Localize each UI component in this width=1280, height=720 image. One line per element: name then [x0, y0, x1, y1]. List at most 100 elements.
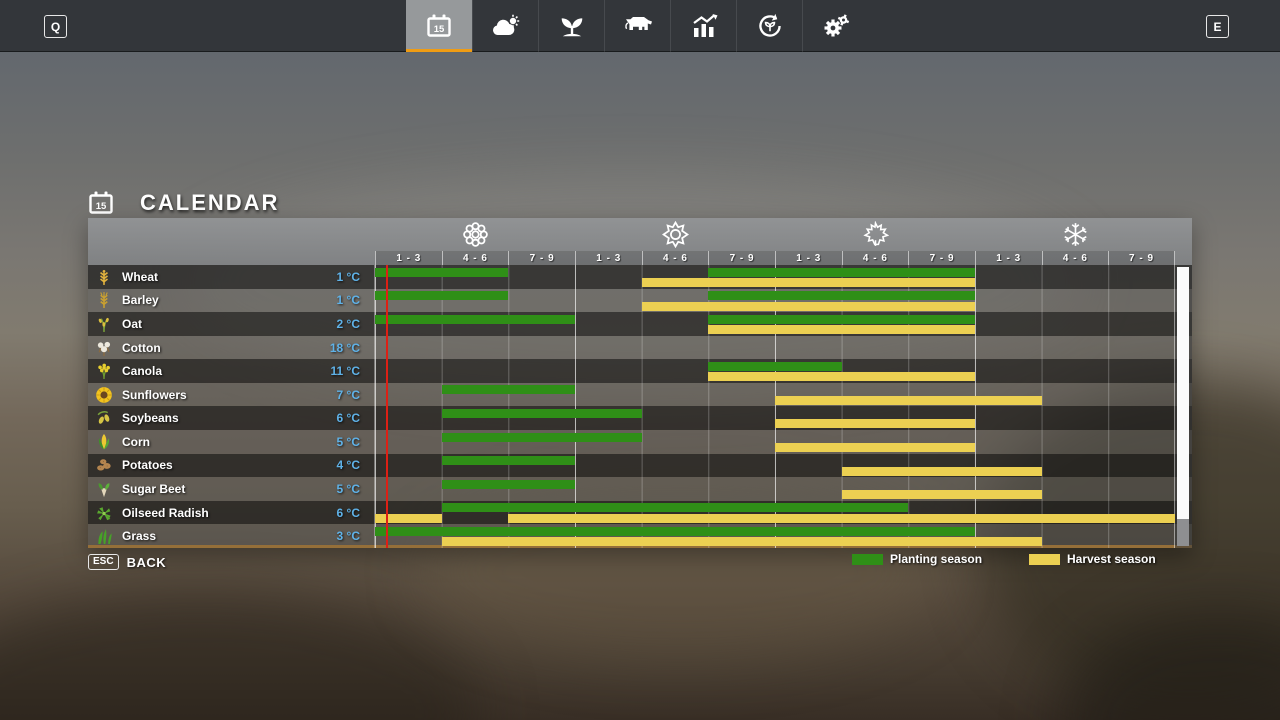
crop-row-sunflowers: Sunflowers 7 °C [88, 382, 1192, 407]
tab-statistics[interactable] [670, 0, 736, 52]
harvest-bar [708, 372, 975, 382]
menu-tabs: 15 [406, 0, 868, 52]
crop-label: Wheat 1 °C [88, 265, 375, 289]
planting-legend-label: Planting season [890, 552, 983, 566]
crop-name: Potatoes [122, 458, 173, 473]
crop-name: Grass [122, 529, 157, 544]
crop-row-canola: Canola 11 °C [88, 359, 1192, 383]
crop-label: Cotton 18 °C [88, 335, 375, 360]
scrollbar-track[interactable] [1177, 267, 1189, 546]
crop-name: Wheat [122, 269, 158, 284]
crop-name: Cotton [122, 340, 161, 355]
tab-crops[interactable] [538, 0, 604, 52]
harvest-bar [375, 513, 442, 523]
crop-row-grass: Grass 3 °C [88, 524, 1192, 548]
crop-row-wheat: Wheat 1 °C [88, 265, 1192, 289]
crop-min-temperature: 3 °C [336, 529, 360, 544]
planting-bar [441, 503, 909, 513]
planting-bar [441, 408, 642, 418]
crop-row-soybeans: Soybeans 6 °C [88, 406, 1192, 431]
harvest-bar [641, 278, 975, 287]
crop-min-temperature: 1 °C [336, 293, 360, 308]
crop-row-sugar-beet: Sugar Beet 5 °C [88, 477, 1192, 501]
period-label: 1 - 3 [375, 251, 442, 265]
prev-menu-key-hint[interactable]: Q [44, 15, 67, 38]
calendar-icon: 15 [426, 14, 452, 38]
period-label: 7 - 9 [1108, 251, 1175, 265]
crop-row-oilseed-radish: Oilseed Radish 6 °C [88, 500, 1192, 525]
legend-harvest: Harvest season [1029, 552, 1156, 566]
crop-label: Oat 2 °C [88, 312, 375, 336]
crop-label: Canola 11 °C [88, 359, 375, 383]
grass-icon [95, 527, 113, 545]
crop-label: Sugar Beet 5 °C [88, 477, 375, 501]
scrollbar [1175, 265, 1192, 548]
sugarbeet-icon [95, 480, 113, 498]
tab-animals[interactable] [604, 0, 670, 52]
harvest-bar [441, 537, 1042, 547]
season-spring [375, 218, 575, 251]
crop-row-barley: Barley 1 °C [88, 288, 1192, 313]
period-label: 4 - 6 [641, 251, 709, 265]
planting-bar [708, 314, 975, 324]
crop-season-chart [375, 288, 1175, 313]
season-icon-row [375, 218, 1175, 251]
crop-label: Oilseed Radish 6 °C [88, 500, 375, 525]
leaf-icon [862, 221, 889, 248]
crop-name: Oat [122, 316, 143, 331]
planting-bar [375, 267, 509, 277]
wheat-icon [95, 268, 113, 286]
svg-text:15: 15 [434, 24, 445, 35]
crop-min-temperature: 4 °C [336, 458, 360, 473]
top-menu-bar: Q 15 E [0, 0, 1280, 52]
next-menu-key-hint[interactable]: E [1206, 15, 1229, 38]
crop-name: Sugar Beet [122, 481, 186, 496]
weather-icon [491, 14, 521, 38]
sprout-icon [559, 13, 585, 39]
crop-min-temperature: 2 °C [336, 316, 360, 331]
season-winter [975, 218, 1175, 251]
harvest-bar [841, 466, 1042, 476]
crop-name: Barley [122, 293, 159, 308]
gears-icon [822, 13, 850, 39]
scrollbar-thumb[interactable] [1177, 267, 1189, 519]
back-button[interactable]: ESC BACK [88, 554, 166, 570]
period-label: 1 - 3 [574, 251, 642, 265]
tab-calendar[interactable]: 15 [406, 0, 472, 52]
planting-bar [441, 432, 642, 442]
sunflower-icon [95, 386, 113, 404]
harvest-legend-label: Harvest season [1067, 552, 1156, 566]
season-summer [575, 218, 775, 251]
harvest-bar [841, 490, 1042, 500]
harvest-bar [641, 301, 975, 311]
crop-name: Soybeans [122, 411, 179, 426]
tab-weather[interactable] [472, 0, 538, 52]
planting-bar [708, 291, 975, 301]
planting-bar [375, 291, 509, 301]
planting-bar [441, 479, 575, 489]
tab-production[interactable] [736, 0, 802, 52]
harvest-bar [775, 395, 1042, 405]
crop-min-temperature: 1 °C [336, 269, 360, 284]
period-label: 1 - 3 [974, 251, 1042, 265]
cotton-icon [95, 339, 113, 357]
crop-min-temperature: 5 °C [336, 434, 360, 449]
crop-season-chart [375, 335, 1175, 360]
crop-season-chart [375, 524, 1175, 548]
corn-icon [95, 433, 113, 451]
flower-icon [462, 221, 489, 248]
crop-row-cotton: Cotton 18 °C [88, 335, 1192, 360]
crop-season-chart [375, 312, 1175, 336]
crop-season-chart [375, 382, 1175, 407]
crop-name: Corn [122, 434, 150, 449]
barley-icon [95, 291, 113, 309]
cycle-icon [756, 12, 784, 40]
period-label: 7 - 9 [908, 251, 975, 265]
canola-icon [95, 362, 113, 380]
tab-settings[interactable] [802, 0, 868, 52]
period-label: 4 - 6 [441, 251, 509, 265]
svg-text:15: 15 [96, 201, 107, 212]
crop-rows: Wheat 1 °C Barley 1 °C Oat 2 °C Cotton 18 °C Can… [88, 265, 1192, 548]
